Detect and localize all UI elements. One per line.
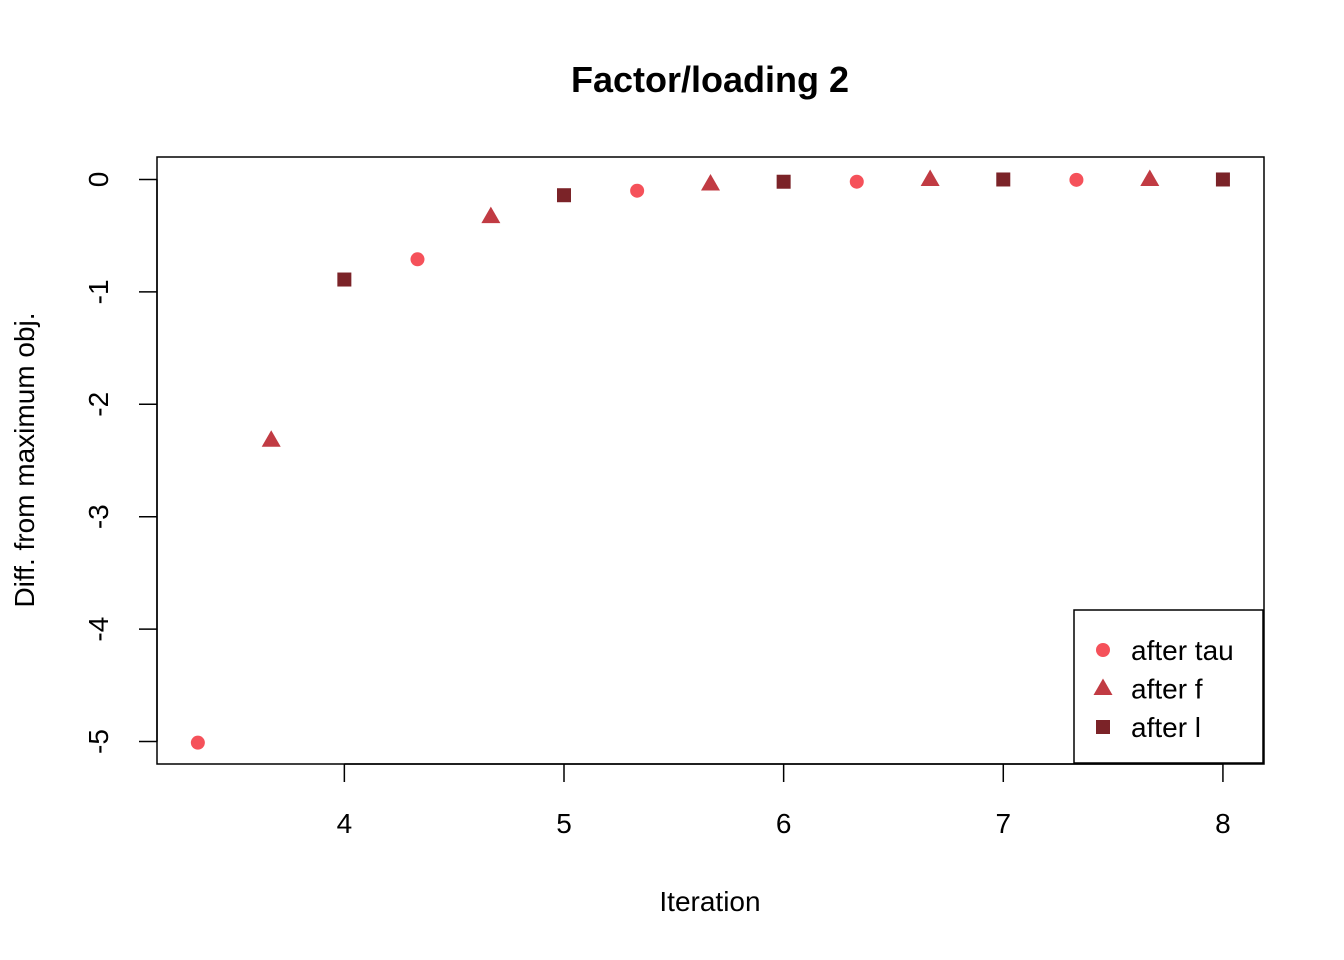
y-tick-label: 0 bbox=[83, 172, 114, 188]
legend-label: after f bbox=[1131, 674, 1203, 705]
data-point-square bbox=[776, 174, 791, 189]
data-points bbox=[190, 169, 1230, 750]
x-axis: 4 5 6 7 8 bbox=[337, 763, 1231, 839]
x-tick-label: 7 bbox=[995, 808, 1011, 839]
y-tick-label: -3 bbox=[83, 504, 114, 529]
y-tick-label: -1 bbox=[83, 279, 114, 304]
legend-marker-triangle bbox=[1093, 678, 1113, 695]
data-point-circle bbox=[190, 735, 205, 750]
y-tick-label: -4 bbox=[83, 617, 114, 642]
data-point-triangle bbox=[261, 430, 281, 447]
data-point-circle bbox=[849, 174, 864, 189]
y-tick-label: -5 bbox=[83, 729, 114, 754]
legend-marker-square bbox=[1096, 720, 1110, 734]
data-point-circle bbox=[630, 183, 645, 198]
y-axis: 0 -1 -2 -3 -4 -5 bbox=[83, 172, 158, 754]
data-point-circle bbox=[410, 252, 425, 267]
x-tick-label: 4 bbox=[337, 808, 353, 839]
data-point-square bbox=[337, 272, 352, 287]
y-tick-label: -2 bbox=[83, 392, 114, 417]
data-point-triangle bbox=[920, 169, 940, 186]
x-axis-label: Iteration bbox=[659, 886, 760, 917]
data-point-square bbox=[1215, 172, 1230, 187]
legend-label: after tau bbox=[1131, 635, 1234, 666]
data-point-square bbox=[556, 188, 571, 203]
data-point-triangle bbox=[1140, 169, 1160, 186]
data-point-square bbox=[996, 172, 1011, 187]
x-tick-label: 8 bbox=[1215, 808, 1231, 839]
legend-marker-circle bbox=[1096, 643, 1110, 657]
x-tick-label: 5 bbox=[556, 808, 572, 839]
data-point-triangle bbox=[701, 173, 720, 191]
chart-title: Factor/loading 2 bbox=[571, 59, 849, 100]
x-tick-label: 6 bbox=[776, 808, 792, 839]
y-axis-label: Diff. from maximum obj. bbox=[9, 312, 40, 607]
data-point-circle bbox=[1069, 172, 1084, 187]
data-point-triangle bbox=[481, 206, 501, 224]
legend: after tau after f after l bbox=[1073, 609, 1264, 764]
legend-label: after l bbox=[1131, 712, 1201, 743]
